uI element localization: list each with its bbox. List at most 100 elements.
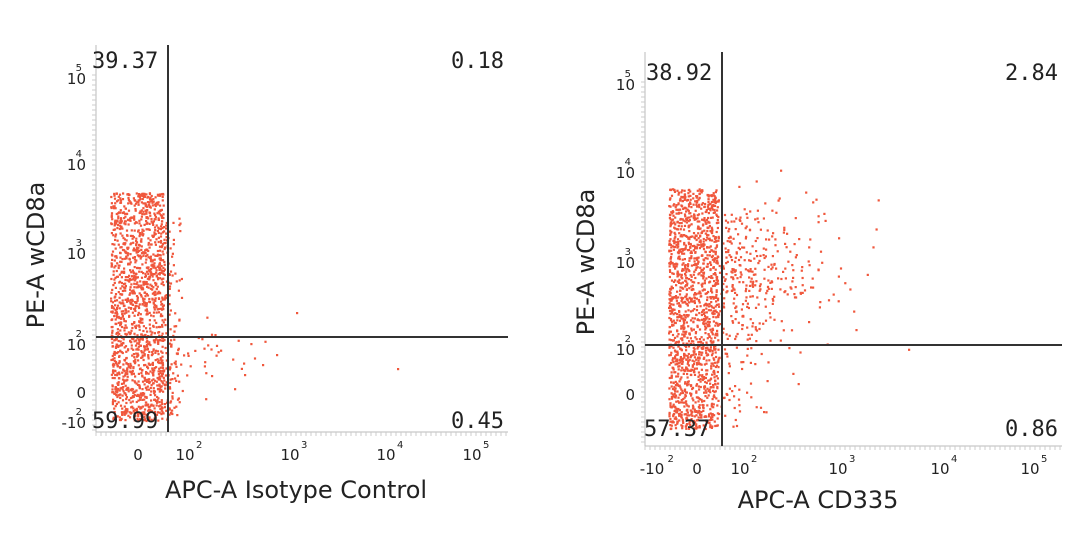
- data-point: [733, 395, 736, 398]
- data-point: [686, 303, 689, 306]
- data-point: [668, 304, 672, 308]
- data-point: [114, 235, 117, 238]
- data-point: [175, 405, 178, 408]
- data-point: [163, 246, 167, 249]
- data-point: [144, 295, 147, 298]
- data-point: [675, 208, 678, 211]
- data-point: [681, 337, 684, 340]
- y-tick-label: -10: [62, 414, 87, 432]
- data-point: [125, 388, 128, 391]
- data-point: [672, 239, 675, 242]
- data-point: [128, 274, 131, 277]
- data-point: [687, 205, 691, 208]
- data-point: [141, 303, 144, 306]
- data-point: [679, 401, 682, 404]
- data-point: [715, 311, 718, 314]
- data-point: [146, 283, 149, 286]
- data-point: [156, 212, 159, 215]
- data-point: [670, 285, 673, 288]
- data-point: [680, 413, 683, 417]
- data-point: [695, 391, 698, 394]
- data-point: [133, 411, 136, 415]
- data-point: [786, 293, 789, 296]
- data-point: [133, 279, 136, 282]
- data-point: [160, 388, 163, 391]
- data-point: [713, 348, 716, 351]
- data-point: [693, 308, 696, 311]
- data-point: [165, 297, 168, 300]
- data-point: [128, 398, 131, 402]
- data-point: [698, 409, 701, 412]
- data-point: [145, 280, 148, 284]
- data-point: [111, 370, 115, 373]
- data-point: [127, 310, 130, 313]
- data-point: [114, 312, 117, 315]
- data-point: [132, 366, 135, 369]
- data-point: [150, 418, 153, 421]
- data-point: [682, 398, 685, 401]
- data-point: [148, 228, 151, 231]
- data-point: [157, 387, 160, 390]
- data-point: [127, 386, 130, 389]
- data-point: [129, 307, 133, 310]
- data-point: [189, 365, 192, 368]
- data-point: [671, 272, 674, 275]
- data-point: [133, 394, 136, 397]
- data-point: [177, 349, 180, 352]
- quadrant-top-left-label: 39.37: [92, 49, 158, 74]
- data-point: [158, 388, 161, 391]
- data-point: [741, 324, 744, 327]
- data-point: [129, 367, 132, 370]
- data-point: [110, 358, 113, 362]
- data-point: [801, 266, 804, 269]
- data-point: [756, 209, 759, 212]
- data-point: [728, 227, 731, 231]
- data-point: [148, 406, 151, 409]
- data-point: [737, 258, 741, 262]
- data-point: [707, 237, 710, 240]
- data-point: [138, 303, 141, 306]
- data-point: [712, 204, 715, 208]
- data-point: [707, 220, 710, 223]
- data-point: [161, 332, 164, 335]
- data-point: [691, 340, 694, 343]
- data-point: [129, 340, 132, 343]
- data-point: [145, 388, 148, 391]
- data-point: [819, 250, 823, 253]
- data-point: [158, 227, 161, 230]
- data-point: [669, 233, 672, 236]
- data-point: [144, 261, 147, 264]
- data-point: [680, 376, 683, 379]
- data-point: [157, 419, 160, 422]
- data-point: [709, 296, 712, 299]
- data-point: [130, 329, 133, 332]
- data-point: [707, 390, 710, 393]
- data-point: [671, 366, 674, 369]
- data-point: [679, 378, 682, 381]
- data-point: [697, 400, 700, 403]
- data-point: [709, 424, 712, 427]
- data-point: [156, 193, 159, 196]
- data-point: [132, 289, 135, 292]
- data-point: [143, 223, 146, 226]
- data-point: [115, 322, 118, 326]
- data-point: [711, 206, 714, 210]
- data-point: [739, 271, 742, 274]
- data-point: [137, 305, 140, 308]
- data-point: [135, 407, 139, 410]
- data-point: [731, 271, 734, 274]
- data-point: [715, 244, 719, 247]
- data-point: [131, 237, 134, 240]
- data-point: [144, 272, 147, 275]
- data-point: [678, 304, 681, 307]
- data-point: [726, 221, 730, 224]
- data-point: [716, 262, 719, 265]
- data-point: [798, 238, 801, 241]
- data-point: [692, 353, 695, 356]
- data-point: [672, 319, 675, 322]
- data-point: [142, 210, 145, 213]
- data-point: [687, 226, 690, 229]
- data-point: [694, 427, 697, 430]
- data-point: [111, 358, 114, 361]
- data-point: [134, 261, 137, 264]
